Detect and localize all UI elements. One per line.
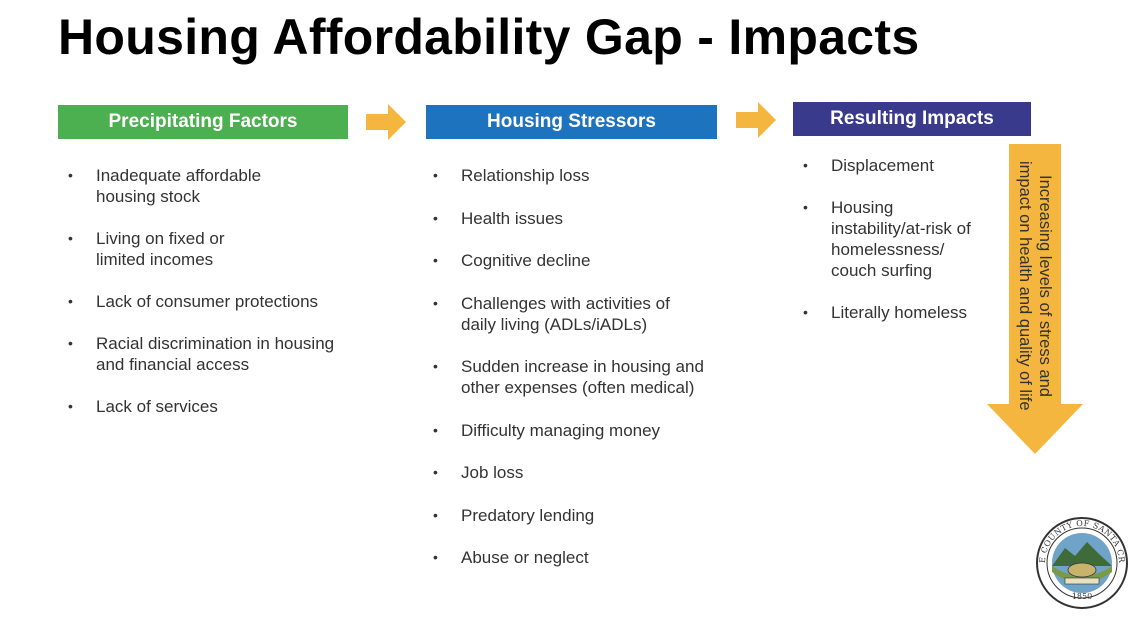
list-item: Living on fixed or limited incomes — [68, 228, 246, 270]
header-resulting-impacts: Resulting Impacts — [793, 102, 1031, 136]
arrow-right-icon — [736, 102, 776, 138]
page-title: Housing Affordability Gap - Impacts — [58, 9, 920, 65]
county-seal-logo: 1850 THE COUNTY OF SANTA CRUZ — [1035, 516, 1128, 609]
list-item: Difficulty managing money — [433, 420, 733, 441]
down-arrow-icon — [987, 144, 1083, 454]
list-item: Relationship loss — [433, 165, 733, 186]
list-item: Health issues — [433, 208, 733, 229]
list-item: Literally homeless — [803, 302, 1003, 323]
list-item: Job loss — [433, 462, 733, 483]
list-item: Predatory lending — [433, 505, 733, 526]
list-item: Lack of consumer protections — [68, 291, 368, 312]
seal-year: 1850 — [1072, 592, 1092, 601]
list-item: Abuse or neglect — [433, 547, 733, 568]
list-item: Racial discrimination in housing and fin… — [68, 333, 336, 375]
header-housing-stressors: Housing Stressors — [426, 105, 717, 139]
down-arrow-label: Increasing levels of stress and impact o… — [1016, 161, 1054, 411]
list-item: Housing instability/at-risk of homelessn… — [803, 197, 991, 281]
housing-stressors-list: Relationship loss Health issues Cognitiv… — [433, 165, 733, 590]
arrow-right-icon — [366, 104, 406, 140]
list-item: Lack of services — [68, 396, 368, 417]
resulting-impacts-list: Displacement Housing instability/at-risk… — [803, 155, 1003, 344]
list-item: Displacement — [803, 155, 1003, 176]
list-item: Sudden increase in housing and other exp… — [433, 356, 731, 398]
list-item: Inadequate affordable housing stock — [68, 165, 286, 207]
header-precipitating-factors: Precipitating Factors — [58, 105, 348, 139]
list-item: Challenges with activities of daily livi… — [433, 293, 691, 335]
list-item: Cognitive decline — [433, 250, 733, 271]
precipitating-factors-list: Inadequate affordable housing stock Livi… — [68, 165, 368, 438]
